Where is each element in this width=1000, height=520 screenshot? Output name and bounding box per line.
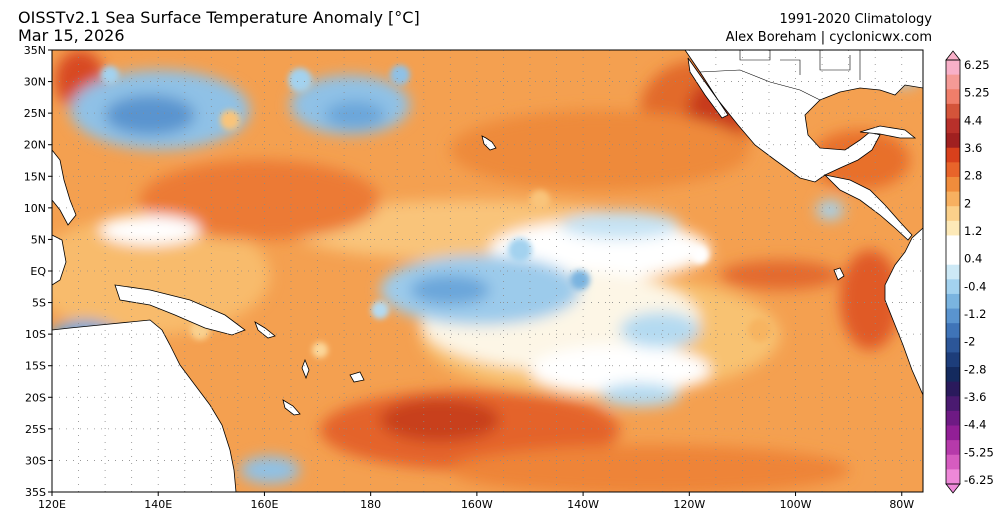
lon-tick-label: 100W bbox=[780, 498, 812, 511]
colorbar-label: -3.6 bbox=[964, 390, 986, 404]
colorbar-label: 6.25 bbox=[964, 58, 990, 72]
colorbar-swatch bbox=[946, 89, 960, 105]
colorbar: 6.25 5.25 4.4 3.6 2.8 2 1.2 0.4 -0.4 -1.2 -2 -2.8 -3… bbox=[945, 50, 994, 494]
lat-tick-label: 5N bbox=[31, 233, 46, 246]
colorbar-swatch bbox=[946, 133, 960, 149]
lat-tick-label: 5S bbox=[32, 297, 46, 310]
colorbar-swatch bbox=[946, 352, 960, 368]
colorbar-swatch bbox=[946, 220, 960, 236]
colorbar-swatch bbox=[946, 118, 960, 134]
colorbar-swatch bbox=[946, 279, 960, 295]
lat-tick-label: 30S bbox=[25, 454, 46, 467]
colorbar-swatch bbox=[946, 235, 960, 251]
longitude-axis: 120E 140E 160E 180 160W 140W 120W 100W 80W bbox=[38, 492, 914, 511]
colorbar-swatch bbox=[946, 323, 960, 339]
colorbar-label: 1.2 bbox=[964, 224, 982, 238]
colorbar-swatch bbox=[946, 74, 960, 90]
colorbar-label: 3.6 bbox=[964, 141, 982, 155]
colorbar-label: -1.2 bbox=[964, 307, 986, 321]
colorbar-swatch bbox=[946, 293, 960, 310]
lat-tick-label: 15N bbox=[24, 170, 46, 183]
credit-label: Alex Boreham | cyclonicwx.com bbox=[725, 30, 932, 45]
lon-tick-label: 120E bbox=[38, 498, 66, 511]
lat-tick-label: 35S bbox=[25, 486, 46, 499]
lat-tick-label: 20N bbox=[24, 139, 46, 152]
colorbar-swatch bbox=[946, 206, 960, 222]
lat-tick-label: 10N bbox=[24, 202, 46, 215]
lat-tick-label: 15S bbox=[25, 360, 46, 373]
colorbar-bottom-arrow bbox=[945, 483, 961, 494]
colorbar-label: -4.4 bbox=[964, 418, 986, 432]
lat-tick-label: 30N bbox=[24, 76, 46, 89]
lon-tick-label: 120W bbox=[673, 498, 705, 511]
colorbar-swatch bbox=[946, 191, 960, 207]
lon-tick-label: 160E bbox=[250, 498, 278, 511]
colorbar-label: -6.25 bbox=[964, 473, 994, 487]
colorbar-swatch bbox=[946, 147, 960, 163]
colorbar-swatch bbox=[946, 425, 960, 441]
lon-tick-label: 180 bbox=[360, 498, 381, 511]
colorbar-swatch bbox=[946, 454, 960, 470]
lat-tick-label: EQ bbox=[30, 265, 46, 278]
colorbar-label: -0.4 bbox=[964, 279, 986, 293]
lat-tick-label: 10S bbox=[25, 328, 46, 341]
colorbar-top-arrow bbox=[945, 50, 961, 61]
lon-tick-label: 80W bbox=[889, 498, 914, 511]
latitude-axis: 35N 30N 25N 20N 15N 10N 5N EQ 5S 10S 15S 20S 25S 30S 3… bbox=[24, 44, 52, 499]
land-masses bbox=[52, 50, 923, 492]
colorbar-swatch bbox=[946, 367, 960, 383]
colorbar-label: -5.25 bbox=[964, 445, 994, 459]
colorbar-label: 0.4 bbox=[964, 252, 982, 266]
colorbar-swatch bbox=[946, 410, 960, 427]
lat-tick-label: 35N bbox=[24, 44, 46, 57]
colorbar-swatch bbox=[946, 250, 960, 266]
climatology-label: 1991-2020 Climatology bbox=[779, 12, 932, 27]
colorbar-label: 2.8 bbox=[964, 169, 982, 183]
colorbar-frame bbox=[945, 59, 961, 485]
country-borders bbox=[699, 50, 861, 101]
colorbar-swatch bbox=[946, 440, 960, 456]
colorbar-swatch bbox=[946, 60, 960, 76]
lon-tick-label: 140E bbox=[144, 498, 172, 511]
colorbar-label: -2.8 bbox=[964, 362, 986, 376]
colorbar-swatch bbox=[946, 469, 960, 485]
map-title: OISSTv2.1 Sea Surface Temperature Anomal… bbox=[18, 8, 420, 27]
colorbar-swatch bbox=[946, 381, 960, 397]
colorbar-label: 4.4 bbox=[964, 113, 982, 127]
colorbar-swatch bbox=[946, 308, 960, 324]
lat-tick-label: 25N bbox=[24, 107, 46, 120]
lat-tick-label: 20S bbox=[25, 391, 46, 404]
colorbar-swatch bbox=[946, 264, 960, 280]
lat-tick-label: 25S bbox=[25, 423, 46, 436]
anomaly-field bbox=[52, 50, 923, 492]
lon-tick-label: 160W bbox=[461, 498, 493, 511]
colorbar-swatch bbox=[946, 162, 960, 178]
lon-tick-label: 140W bbox=[567, 498, 599, 511]
colorbar-label: 2 bbox=[964, 196, 971, 210]
colorbar-swatch bbox=[946, 337, 960, 353]
colorbar-swatch bbox=[946, 103, 960, 119]
colorbar-label: -2 bbox=[964, 335, 975, 349]
colorbar-label: 5.25 bbox=[964, 86, 990, 100]
colorbar-swatch bbox=[946, 396, 960, 412]
colorbar-swatch bbox=[946, 176, 960, 193]
map-date: Mar 15, 2026 bbox=[18, 26, 125, 45]
